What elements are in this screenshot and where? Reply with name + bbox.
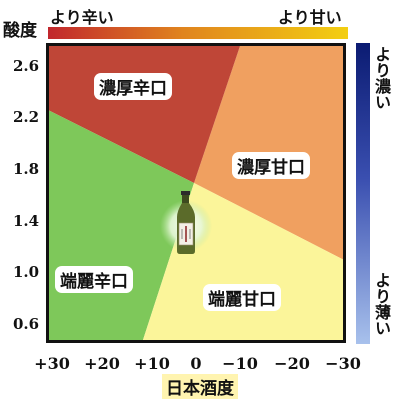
x-tick-label: −20 [274,354,310,373]
y-axis-title: 酸度 [3,21,37,41]
x-tick-label: +20 [84,354,120,373]
x-tick-label: −10 [222,354,258,373]
y-tick-label: 1.4 [12,212,40,230]
taste-map [46,43,346,343]
x-tick-label: −30 [325,354,361,373]
label-light-dry: 端麗辛口 [55,266,133,293]
y-tick-label: 2.2 [12,108,40,126]
drier-label: より辛い [50,8,114,27]
sweeter-label: より甘い [278,8,342,27]
label-rich-sweet: 濃厚甘口 [232,152,310,179]
x-tick-label: +10 [134,354,170,373]
label-light-sweet: 端麗甘口 [203,284,281,311]
lighter-label: より薄い [372,272,391,336]
x-tick-label: +30 [34,354,70,373]
richness-gradient-bar [356,43,370,344]
label-rich-dry: 濃厚辛口 [94,73,172,100]
sweetness-gradient-bar [48,27,348,39]
x-tick-label: 0 [190,354,202,373]
sake-bottle-icon [177,191,195,254]
y-tick-label: 1.0 [12,263,40,281]
plot-frame [46,43,346,343]
richer-label: より濃い [372,46,391,110]
y-tick-label: 2.6 [12,57,40,75]
y-tick-label: 0.6 [12,315,40,333]
x-axis-title: 日本酒度 [162,374,238,399]
y-tick-label: 1.8 [12,160,40,178]
